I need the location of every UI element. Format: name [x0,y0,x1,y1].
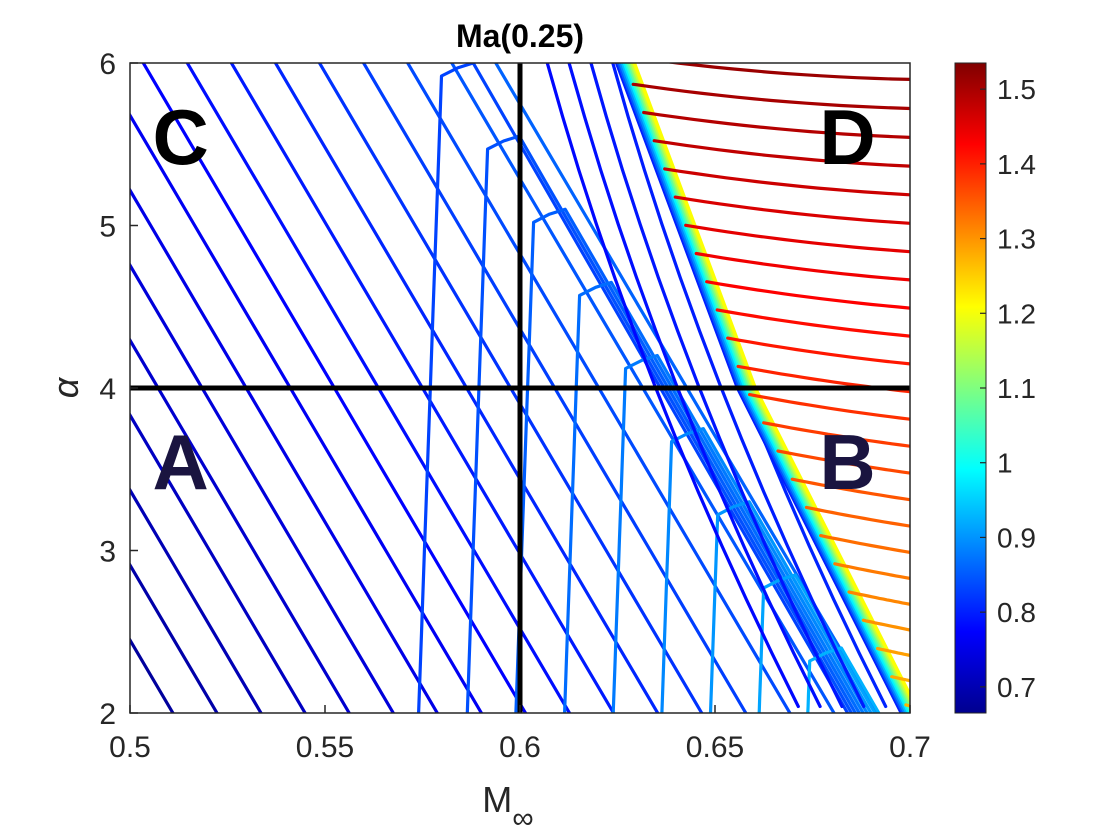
colorbar-tick-label: 1.3 [997,224,1036,255]
x-tick-label: 0.6 [499,731,541,764]
contour-lines [130,0,910,713]
colorbar-tick-label: 0.9 [997,522,1036,553]
contour-line [684,223,910,254]
contour-line [715,308,910,338]
y-axis-label: α [45,376,86,398]
y-tick-label: 2 [99,698,116,731]
region-labels: A B C D [153,93,876,506]
contour-line [847,590,910,606]
y-tick-label: 5 [99,211,116,244]
contour-line [790,477,910,502]
contour-line [625,0,910,21]
contour-line [747,393,910,421]
contour-line [631,82,910,111]
x-axis-label: M∞ [482,779,533,835]
contour-line [833,562,910,580]
contour-line [567,63,822,709]
x-tick-label: 0.65 [686,731,744,764]
contour-line [804,505,910,528]
colorbar-tick-label: 0.7 [997,672,1036,703]
region-label-d: D [819,93,875,181]
contour-line [673,195,910,225]
contour-line [806,646,881,713]
contour-line [625,28,910,50]
contour-line [708,500,873,713]
colorbar-tick-label: 1.1 [997,373,1036,404]
contour-line [776,449,910,475]
y-tick-label: 4 [99,373,116,406]
colorbar-tick-label: 1 [997,448,1013,479]
contour-line [545,63,800,709]
contour-line [762,421,910,448]
chart-title: Ma(0.25) [456,18,584,54]
region-label-c: C [153,93,209,181]
x-tick-label: 0.5 [109,731,151,764]
contour-line [757,573,877,713]
region-label-a: A [153,418,209,506]
contour-line [652,139,910,168]
colorbar-tick-label: 1.2 [997,298,1036,329]
contour-line [861,618,910,632]
contour-line [589,63,844,709]
x-tick-label: 0.55 [296,731,354,764]
contour-line [694,251,910,282]
contour-line [130,487,263,713]
contour-line [130,561,219,713]
contour-line [660,427,869,713]
contour-line [642,110,910,139]
contour-line [875,646,910,657]
contour-line [611,63,866,709]
y-tick-label: 6 [99,48,116,81]
contour-line [130,412,307,713]
contour-line [663,167,910,197]
contour-line [664,63,910,81]
x-axis-ticks: 0.5 0.55 0.6 0.65 0.7 [109,705,931,764]
contour-line [705,280,910,310]
colorbar-tick-label: 1.5 [997,74,1036,105]
colorbar-tick-label: 0.8 [997,597,1036,628]
contour-line [611,353,865,713]
quadrant-dividers [130,63,910,713]
colorbar-tick-label: 1.4 [997,149,1036,180]
contour-line [726,336,910,366]
region-label-b: B [819,418,875,506]
y-tick-label: 3 [99,536,116,569]
contour-line [819,534,910,554]
y-axis-ticks: 2 3 4 5 6 [99,48,138,731]
contour-line [514,207,857,713]
contour-line [890,675,910,683]
x-tick-label: 0.7 [889,731,931,764]
colorbar-ticks: 0.7 0.8 0.9 1 1.1 1.2 1.3 1.4 1.5 [980,74,1036,703]
